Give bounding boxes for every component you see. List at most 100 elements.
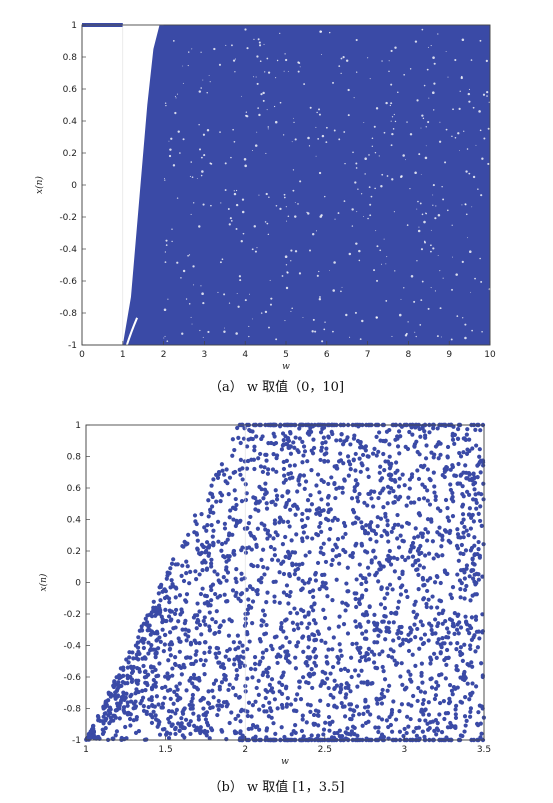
- data-point: [160, 701, 166, 706]
- data-point: [340, 490, 345, 495]
- data-point: [373, 531, 379, 536]
- data-point: [353, 451, 358, 457]
- data-point: [243, 616, 248, 621]
- data-point: [194, 649, 199, 654]
- data-point: [391, 638, 396, 643]
- data-point: [314, 531, 319, 537]
- speckle: [264, 71, 266, 73]
- data-point: [278, 654, 283, 659]
- data-point: [197, 572, 202, 577]
- data-point: [449, 688, 455, 693]
- speckle: [450, 338, 453, 341]
- data-point: [165, 573, 170, 578]
- data-point: [388, 647, 393, 652]
- data-point: [473, 582, 478, 587]
- data-point: [192, 684, 197, 689]
- data-point: [140, 695, 146, 700]
- speckle: [427, 307, 430, 310]
- speckle: [468, 88, 471, 90]
- data-point: [111, 736, 116, 742]
- data-point: [264, 452, 269, 457]
- data-point: [226, 657, 232, 662]
- speckle: [367, 217, 369, 220]
- data-point: [117, 703, 122, 708]
- data-point: [166, 658, 171, 663]
- data-point: [299, 621, 304, 626]
- data-point: [265, 674, 270, 679]
- data-point: [261, 703, 266, 709]
- data-point: [404, 730, 409, 736]
- data-point: [477, 447, 482, 452]
- data-point: [236, 435, 241, 440]
- data-point: [256, 456, 261, 461]
- data-point: [159, 705, 164, 710]
- data-point: [201, 706, 206, 711]
- speckle: [355, 242, 358, 245]
- speckle: [165, 239, 168, 242]
- data-point: [357, 562, 362, 567]
- data-point: [297, 426, 302, 431]
- data-point: [297, 562, 302, 567]
- data-point: [227, 647, 232, 652]
- data-point: [271, 721, 276, 726]
- data-point: [428, 661, 433, 666]
- data-point: [356, 516, 361, 521]
- data-point: [232, 662, 237, 667]
- data-point: [367, 525, 373, 530]
- data-point: [125, 681, 130, 686]
- data-point: [213, 619, 218, 625]
- data-point: [294, 562, 299, 567]
- data-point: [240, 643, 245, 648]
- data-point: [306, 429, 312, 434]
- data-point: [243, 482, 248, 487]
- speckle: [406, 224, 409, 226]
- data-point: [376, 715, 381, 720]
- data-point: [144, 620, 150, 625]
- speckle: [400, 175, 403, 178]
- data-point: [230, 588, 236, 593]
- data-point: [326, 714, 332, 720]
- data-point: [432, 452, 437, 457]
- speckle: [202, 301, 205, 305]
- data-point: [420, 577, 426, 582]
- data-point: [365, 565, 371, 570]
- speckle: [224, 189, 227, 192]
- speckle: [388, 70, 390, 73]
- data-point: [310, 536, 315, 541]
- speckle: [182, 138, 185, 141]
- speckle: [191, 176, 194, 178]
- data-point: [426, 597, 431, 602]
- data-point: [113, 696, 118, 701]
- data-point: [420, 623, 425, 628]
- data-point: [202, 671, 207, 677]
- data-point: [332, 686, 337, 691]
- speckle: [168, 154, 172, 158]
- data-point: [243, 497, 249, 503]
- data-point: [206, 603, 211, 608]
- speckle: [201, 170, 204, 173]
- data-point: [256, 508, 261, 513]
- speckle: [391, 178, 394, 181]
- data-point: [125, 703, 130, 708]
- data-point: [354, 577, 359, 582]
- x-tick-label: 3: [402, 745, 408, 755]
- data-point: [219, 462, 225, 467]
- data-point: [377, 430, 382, 435]
- speckle: [251, 248, 254, 251]
- data-point: [219, 680, 225, 685]
- data-point: [146, 640, 151, 645]
- data-point: [445, 626, 450, 631]
- speckle: [221, 258, 224, 261]
- data-point: [410, 554, 416, 559]
- data-point: [452, 631, 457, 636]
- data-point: [460, 676, 465, 682]
- data-point: [404, 685, 409, 690]
- data-point: [363, 629, 369, 634]
- speckle: [467, 92, 471, 96]
- data-point: [277, 680, 282, 685]
- data-point: [259, 575, 264, 581]
- data-point: [344, 581, 349, 586]
- speckle: [210, 204, 212, 207]
- speckle: [223, 330, 226, 334]
- speckle: [481, 330, 483, 333]
